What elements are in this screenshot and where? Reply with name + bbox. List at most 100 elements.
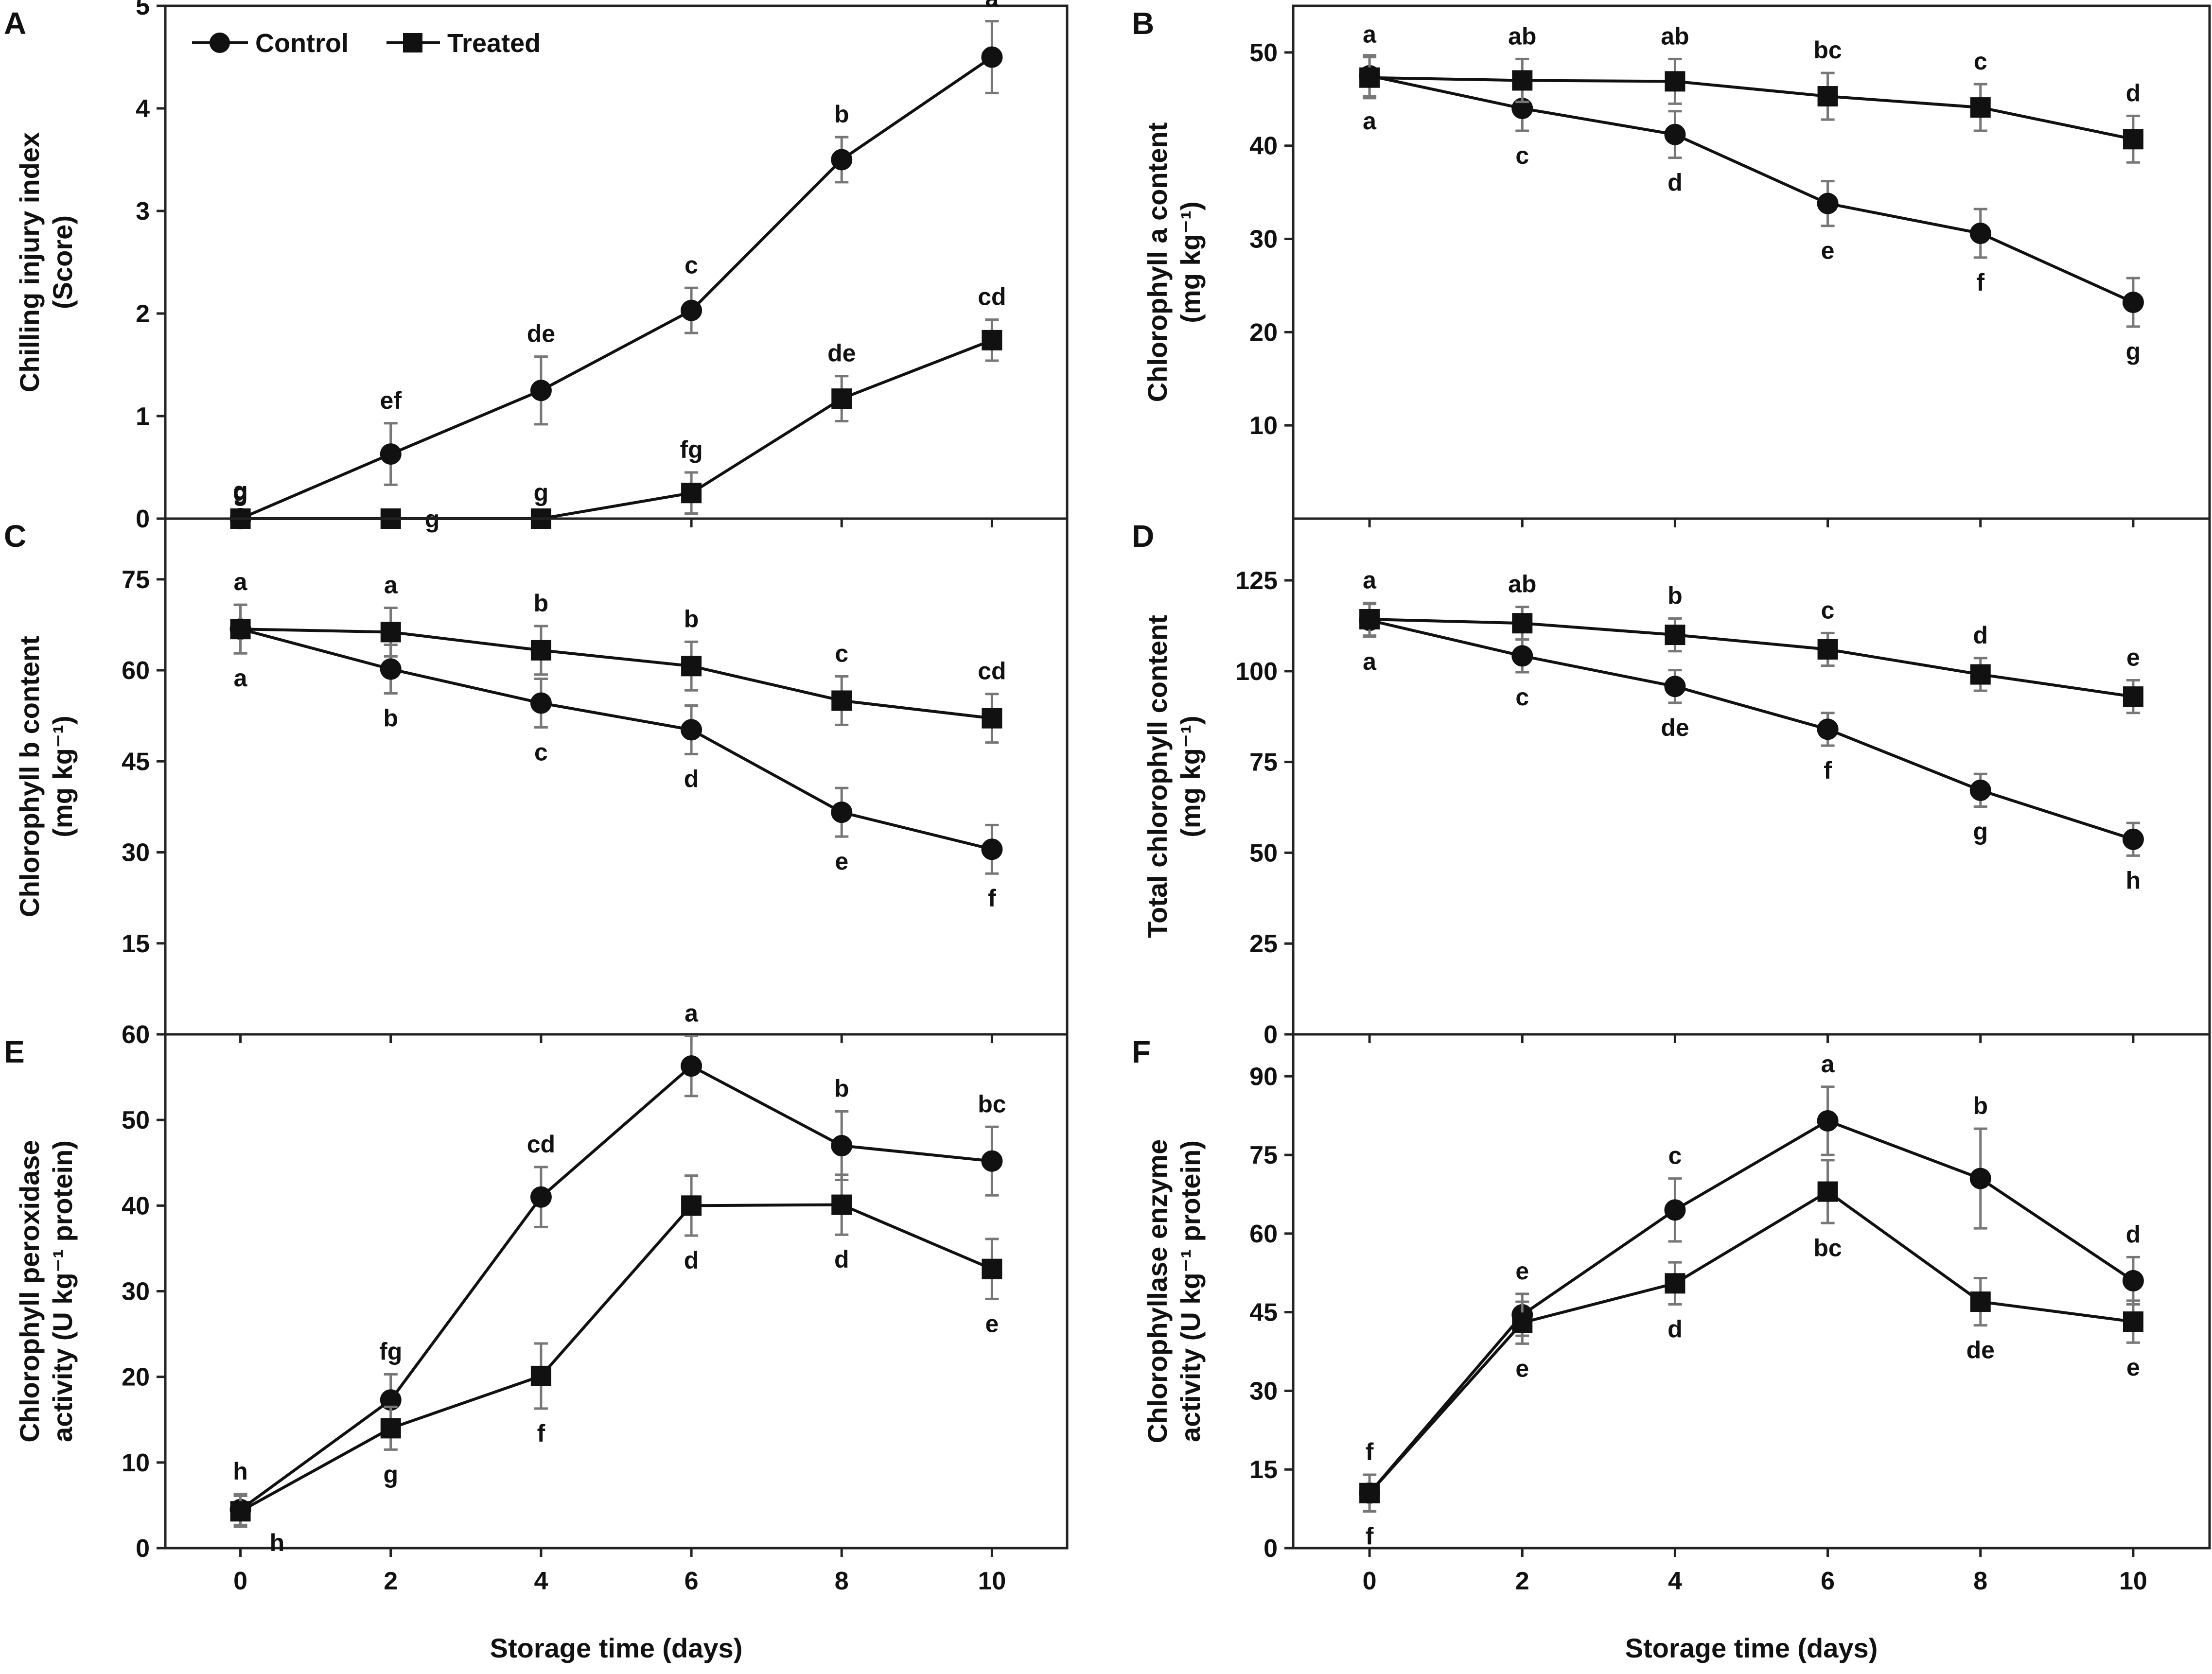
significance-label: d (1973, 622, 1988, 649)
data-point-control (530, 1186, 552, 1208)
panel-f: F 0 15 30 45 60 75 90 0 2 4 6 8 10 Chlorophyllase enzy… (1132, 1033, 2211, 1663)
significance-label: cd (527, 1131, 555, 1158)
significance-label: a (985, 0, 1000, 12)
data-point-control (380, 658, 402, 680)
significance-label: f (1976, 269, 1984, 296)
data-point-treated (831, 1194, 852, 1215)
series-treated: a a b b c cd (230, 568, 1006, 744)
data-point-treated (982, 1258, 1002, 1279)
x-tick-label: 4 (534, 1567, 548, 1595)
significance-label: bc (978, 1090, 1006, 1117)
significance-label: d (834, 1246, 849, 1273)
data-point-treated (1665, 625, 1685, 645)
series-line-control (1369, 619, 2134, 841)
legend-treated-label: Treated (447, 29, 541, 58)
data-point-treated (230, 619, 251, 640)
significance-label: cd (978, 658, 1006, 685)
significance-label: d (684, 1247, 699, 1274)
data-point-control (1817, 1110, 1839, 1132)
significance-label: c (1515, 142, 1529, 169)
y-tick-label: 40 (1249, 132, 1278, 160)
significance-label: fg (680, 436, 702, 463)
significance-label: h (270, 1529, 285, 1556)
significance-label: e (835, 848, 848, 875)
y-axis-title-line-1: Chlorophyll b content (14, 636, 45, 917)
y-tick-label: 0 (1264, 1021, 1278, 1049)
data-point-control (530, 380, 552, 401)
data-point-treated (681, 483, 702, 504)
data-point-treated (1817, 86, 1838, 107)
x-tick-label: 2 (384, 1567, 398, 1595)
y-tick-label: 75 (1249, 1141, 1278, 1169)
data-point-treated (530, 640, 551, 661)
significance-label: f (537, 1420, 545, 1447)
series-treated: a ab b c d e (1359, 566, 2143, 715)
significance-label: e (985, 1310, 999, 1337)
data-point-treated (831, 388, 852, 409)
data-point-control (1511, 645, 1533, 667)
panel-letter: F (1132, 1034, 1151, 1069)
y-tick-label: 60 (122, 657, 150, 685)
series-line-control (239, 1064, 992, 1511)
y-tick-label: 90 (1249, 1063, 1278, 1091)
panel-letter: B (1132, 6, 1154, 41)
data-point-control (1969, 223, 1991, 244)
x-tick-label: 0 (233, 1567, 247, 1595)
series-line-treated (1369, 617, 2134, 698)
significance-label: g (383, 1461, 398, 1488)
y-tick-label: 15 (122, 930, 150, 958)
data-point-control (530, 692, 552, 714)
data-point-control (1969, 779, 1991, 801)
y-tick-label: 75 (1249, 749, 1278, 777)
y-axis-title-line-2: (Score) (47, 215, 78, 309)
significance-label: c (1515, 683, 1529, 711)
significance-label: b (1668, 582, 1683, 609)
significance-label: f (1824, 757, 1832, 784)
data-point-control (981, 46, 1003, 68)
y-tick-label: 1 (136, 402, 150, 431)
significance-label: ab (1508, 571, 1536, 598)
significance-label: d (2126, 1221, 2141, 1248)
series-line-treated (240, 1203, 993, 1513)
significance-label: f (1366, 1523, 1374, 1550)
data-point-treated (380, 622, 401, 643)
panel-letter: E (4, 1034, 25, 1069)
significance-label: b (684, 605, 699, 632)
series-line-control (1368, 1119, 2134, 1494)
data-point-control (831, 1135, 853, 1157)
data-point-treated (2123, 1311, 2143, 1332)
data-point-control (681, 719, 702, 741)
significance-label: c (1668, 1142, 1682, 1169)
series-treated: a ab ab bc c d (1359, 21, 2143, 164)
data-point-treated (2123, 129, 2143, 150)
series-control: a c d e f g (1359, 54, 2144, 365)
y-tick-label: 20 (1249, 318, 1278, 347)
series-treated: h g f d d e (230, 1173, 1002, 1556)
data-point-treated (1512, 1312, 1533, 1333)
x-tick-label: 0 (1363, 1567, 1377, 1595)
data-point-treated (1512, 70, 1533, 91)
x-tick-label: 4 (1668, 1567, 1682, 1595)
series-line-treated (1369, 76, 2134, 141)
legend-treated-marker (403, 33, 422, 52)
data-point-control (380, 443, 402, 465)
significance-label: bc (1813, 36, 1842, 64)
panel-letter: D (1132, 519, 1154, 554)
data-point-treated (380, 1418, 401, 1439)
significance-label: d (1668, 1315, 1683, 1343)
significance-label: h (233, 1458, 248, 1485)
series-line-control (240, 628, 993, 851)
y-tick-label: 0 (136, 1534, 150, 1563)
significance-label: a (1363, 21, 1377, 48)
data-point-treated (831, 690, 852, 711)
significance-label: d (2126, 79, 2141, 106)
y-tick-label: 5 (136, 0, 150, 20)
series-line-treated (240, 628, 992, 720)
y-tick-label: 2 (136, 300, 150, 328)
y-tick-label: 50 (1249, 839, 1278, 867)
data-point-control (1664, 676, 1686, 698)
series-line-control (240, 56, 993, 520)
significance-label: c (835, 640, 848, 667)
